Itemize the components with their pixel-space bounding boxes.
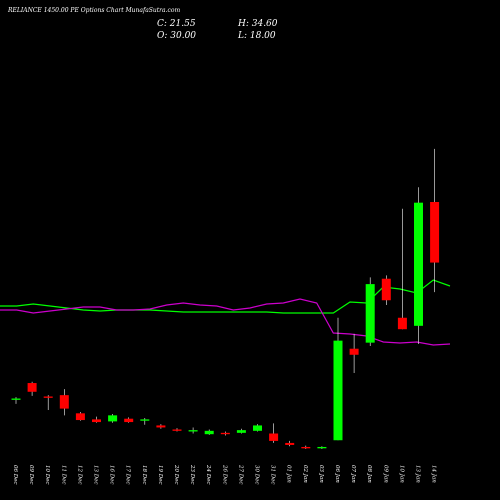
x-tick-label: 08 Jan: [366, 465, 372, 483]
candle: [414, 187, 423, 345]
candle-body: [285, 442, 295, 445]
open-value: O: 30.00: [157, 31, 197, 41]
candle-body: [204, 430, 214, 435]
candle: [430, 148, 440, 293]
candle-body: [140, 419, 150, 421]
candle-body: [220, 432, 230, 435]
candle: [204, 429, 214, 435]
candle: [108, 413, 118, 423]
overlay-line-0: [0, 279, 451, 314]
candle: [317, 446, 327, 449]
candle: [365, 277, 375, 347]
candle: [92, 416, 101, 423]
x-tick-label: 06 Jan: [334, 465, 340, 483]
x-tick-label: 16 Dec: [109, 465, 115, 485]
candle-body: [333, 340, 343, 441]
close-value: C: 21.55: [157, 19, 196, 29]
x-tick-label: 20 Dec: [173, 464, 179, 485]
x-tick-label: 31 Dec: [270, 465, 276, 485]
x-tick-label: 18 Dec: [141, 465, 147, 485]
x-tick-label: 17 Dec: [125, 465, 131, 485]
x-tick-label: 24 Dec: [205, 464, 211, 485]
x-tick-label: 19 Dec: [157, 465, 163, 485]
candle-body: [349, 348, 359, 355]
high-value: H: 34.60: [238, 19, 278, 29]
candle: [285, 440, 295, 447]
candle: [59, 389, 69, 416]
candle-body: [11, 398, 21, 400]
candle-body: [414, 202, 423, 326]
candle-body: [92, 419, 101, 423]
low-value: L: 18.00: [238, 31, 276, 41]
candle: [140, 418, 150, 425]
x-tick-label: 10 Jan: [398, 465, 404, 483]
candle-body: [27, 383, 37, 392]
candle: [11, 397, 21, 404]
x-tick-label: 23 Dec: [189, 464, 195, 485]
candle-body: [156, 425, 166, 428]
x-tick-label: 10 Dec: [44, 465, 50, 485]
x-tick-label: 09 Jan: [382, 465, 388, 483]
candle: [333, 317, 343, 441]
candles: [11, 148, 440, 449]
candle-body: [430, 201, 440, 263]
x-tick-label: 13 Jan: [415, 465, 421, 483]
x-tick-label: 27 Dec: [237, 464, 243, 485]
candle: [43, 395, 53, 410]
x-tick-label: 02 Jan: [302, 465, 308, 483]
overlay-lines: [0, 279, 451, 346]
candle-body: [381, 278, 391, 301]
candle-body: [75, 413, 85, 421]
candle: [253, 424, 262, 432]
candle-body: [172, 429, 182, 431]
candle-body: [301, 446, 311, 449]
candle: [172, 428, 182, 432]
candle: [220, 431, 230, 436]
x-tick-label: 06 Dec: [12, 465, 18, 485]
x-tick-label: 11 Dec: [60, 465, 66, 485]
x-tick-label: 26 Dec: [221, 464, 227, 485]
candle-body: [59, 395, 69, 409]
candle: [397, 208, 407, 330]
x-tick-label: 03 Jan: [318, 465, 324, 483]
candle-body: [365, 284, 375, 343]
candle-body: [108, 415, 118, 422]
x-tick-label: 14 Jan: [431, 465, 437, 483]
x-tick-label: 12 Dec: [76, 465, 82, 485]
candle: [75, 411, 85, 421]
candle: [236, 428, 246, 434]
candle-body: [188, 430, 198, 432]
candle-body: [124, 418, 134, 423]
candle-body: [269, 433, 279, 441]
candle: [156, 424, 166, 429]
candle-body: [43, 396, 53, 398]
x-tick-label: 01 Jan: [286, 465, 292, 483]
x-tick-label: 30 Dec: [254, 465, 260, 485]
candle: [124, 417, 134, 423]
x-tick-label: 07 Jan: [350, 465, 356, 483]
candle: [381, 275, 391, 305]
x-axis-labels: 06 Dec 09 Dec 10 Dec 11 Dec 12 Dec 13 Dec 16 D…: [12, 464, 437, 485]
candle: [301, 445, 311, 449]
candle: [188, 427, 198, 434]
candle: [269, 423, 279, 443]
candle-body: [317, 446, 327, 449]
candle-body: [253, 425, 262, 431]
chart-title: RELIANCE 1450.00 PE Options Chart Munafa…: [8, 7, 181, 14]
candle-body: [236, 430, 246, 433]
candle-body: [397, 317, 407, 330]
candle: [27, 381, 37, 396]
x-tick-label: 13 Dec: [93, 465, 99, 485]
x-tick-label: 09 Dec: [28, 465, 34, 485]
candle: [349, 333, 359, 373]
overlay-line-1: [0, 298, 451, 346]
